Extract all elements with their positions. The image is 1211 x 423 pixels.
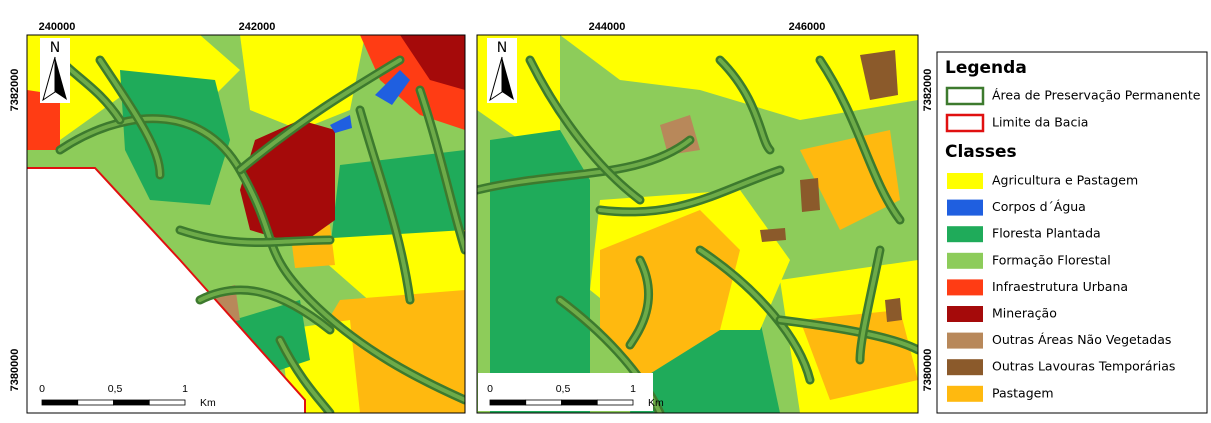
scale-bar-label: 0 xyxy=(487,383,493,395)
scale-bar-segment xyxy=(149,400,185,405)
map-left xyxy=(27,35,465,413)
legend-label: Outras Áreas Não Vegetadas xyxy=(992,332,1171,347)
legend-label: Outras Lavouras Temporárias xyxy=(992,359,1175,374)
scale-bar-label: 0 xyxy=(39,383,45,395)
scale-bar-segment xyxy=(597,400,633,405)
scale-bar-segment xyxy=(78,400,114,405)
north-label: N xyxy=(50,40,60,56)
legend-swatch xyxy=(947,226,983,242)
legend-title: Legenda xyxy=(945,58,1027,78)
scale-bar-label: Km xyxy=(200,397,216,409)
legend-swatch xyxy=(947,279,983,295)
legend-swatch xyxy=(947,173,983,189)
legend-classes-title: Classes xyxy=(945,142,1017,162)
y-coordinate-label: 7380000 xyxy=(9,349,21,392)
legend-label: Mineração xyxy=(992,306,1057,321)
legend-swatch xyxy=(947,253,983,269)
legend-label: Corpos d´Água xyxy=(992,199,1086,214)
scale-bar-segment xyxy=(42,400,78,405)
y-coordinate-label: 7380000 xyxy=(922,349,934,392)
legend-swatch xyxy=(947,359,983,375)
scale-bar-label: 1 xyxy=(182,383,188,395)
legend-label: Floresta Plantada xyxy=(992,226,1101,241)
legend-swatch xyxy=(947,200,983,216)
legend-label: Pastagem xyxy=(992,385,1054,400)
legend-swatch xyxy=(947,88,983,104)
map-figure: Legenda Classes 240000 242000 7382000 73800… xyxy=(0,0,1211,423)
legend-swatch xyxy=(947,333,983,349)
scale-bar-label: 0,5 xyxy=(556,383,571,395)
legend-label: Infraestrutura Urbana xyxy=(992,279,1128,294)
scale-bar-segment xyxy=(490,400,526,405)
y-coordinate-label: 7382000 xyxy=(922,69,934,112)
scale-bar-segment xyxy=(114,400,150,405)
scale-bar-segment xyxy=(562,400,598,405)
map-right xyxy=(477,35,918,413)
scale-bar-label: 0,5 xyxy=(108,383,123,395)
legend-label: Limite da Bacia xyxy=(992,115,1088,130)
land-cover-patch xyxy=(885,298,902,322)
land-cover-patch xyxy=(760,228,786,242)
y-coordinate-label: 7382000 xyxy=(9,69,21,112)
legend-swatch xyxy=(947,386,983,402)
scale-bar-label: Km xyxy=(648,397,664,409)
legend-swatch xyxy=(947,115,983,131)
north-label: N xyxy=(497,40,507,56)
legend-label: Formação Florestal xyxy=(992,252,1111,267)
x-coordinate-label: 244000 xyxy=(589,21,626,33)
land-cover-patch xyxy=(800,178,820,212)
legend-swatch xyxy=(947,306,983,322)
scale-bar-label: 1 xyxy=(630,383,636,395)
legend-label: Agricultura e Pastagem xyxy=(992,173,1138,188)
x-coordinate-label: 242000 xyxy=(239,21,276,33)
legend-label: Área de Preservação Permanente xyxy=(992,88,1201,103)
x-coordinate-label: 240000 xyxy=(39,21,76,33)
scale-bar-segment xyxy=(526,400,562,405)
x-coordinate-label: 246000 xyxy=(789,21,826,33)
